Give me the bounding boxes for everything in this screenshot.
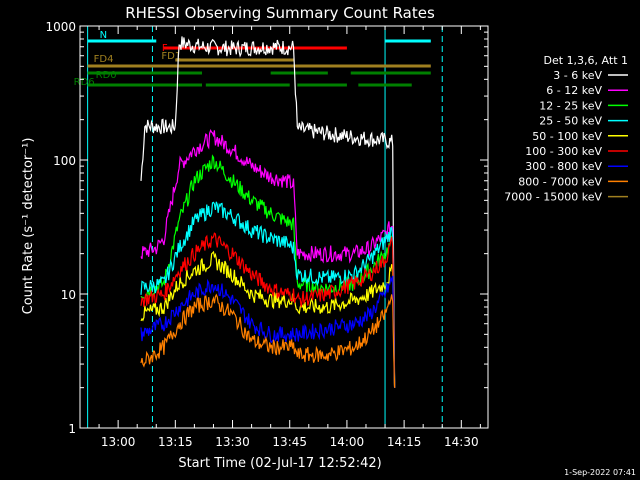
series-line	[140, 275, 396, 388]
legend-entry-label: 800 - 7000 keV	[518, 175, 602, 188]
legend-entry-label: 100 - 300 keV	[525, 145, 602, 158]
y-tick-label: 10	[61, 288, 76, 302]
legend-entry-label: 12 - 25 keV	[539, 99, 602, 112]
legend-title: Det 1,3,6, Att 1	[544, 54, 628, 67]
legend-entry-label: 300 - 800 keV	[525, 160, 602, 173]
x-axis-label: Start Time (02-Jul-17 12:52:42)	[178, 456, 381, 471]
legend-entry-label: 25 - 50 keV	[539, 115, 602, 128]
series-line	[140, 250, 396, 388]
chart-title: RHESSI Observing Summary Count Rates	[125, 4, 435, 22]
timestamp: 1-Sep-2022 07:41	[564, 468, 636, 477]
series-line	[140, 128, 396, 388]
series-line	[140, 36, 396, 388]
legend: Det 1,3,6, Att 1 3 - 6 keV 6 - 12 keV 12 - …	[504, 54, 628, 204]
legend-entry-label: 50 - 100 keV	[532, 130, 602, 143]
x-tick-label: 14:15	[387, 435, 422, 449]
series-line	[140, 293, 396, 388]
y-tick-label: 100	[53, 154, 76, 168]
x-tick-label: 13:00	[101, 435, 136, 449]
legend-entry-label: 7000 - 15000 keV	[504, 191, 602, 204]
y-axis-label: Count Rate (s⁻¹ detector⁻¹)	[21, 138, 36, 315]
x-tick-label: 13:30	[215, 435, 250, 449]
x-tick-label: 14:30	[444, 435, 479, 449]
plot-frame	[79, 25, 489, 429]
y-tick-label: 1	[68, 422, 76, 436]
state-bar-label: FD4	[94, 54, 114, 65]
state-bar-label: RD0	[96, 70, 117, 81]
state-bar-label: RD6	[74, 77, 95, 88]
state-bar-label: FD1	[161, 51, 181, 62]
series-line	[140, 232, 396, 388]
series-line	[140, 154, 396, 388]
state-bar-label: F	[162, 43, 168, 54]
x-tick-label: 13:15	[158, 435, 193, 449]
axes-group: 1 10 100 1000 13:00 13:15 13:30 13:45 14:00 14:15…	[45, 20, 489, 449]
x-tick-label: 14:00	[330, 435, 365, 449]
x-tick-label: 13:45	[272, 435, 307, 449]
legend-entry-label: 6 - 12 keV	[546, 84, 602, 97]
state-bar-label: N	[100, 30, 107, 41]
legend-entry-label: 3 - 6 keV	[553, 69, 602, 82]
y-tick-label: 1000	[45, 20, 76, 34]
